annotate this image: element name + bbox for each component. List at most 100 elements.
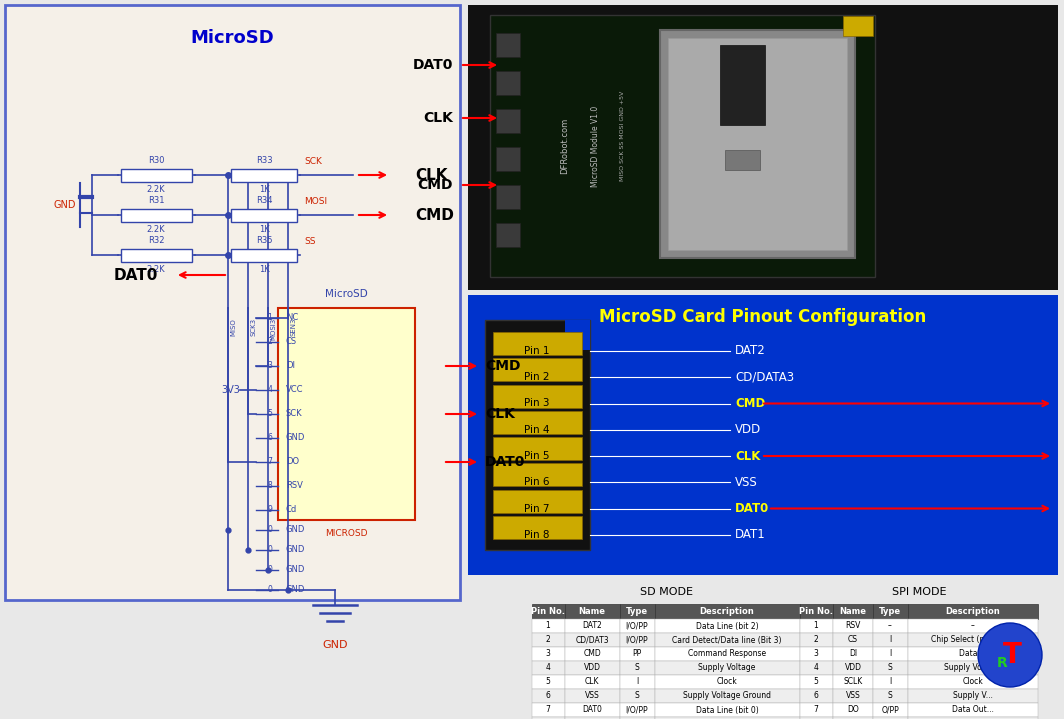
Bar xyxy=(655,647,800,661)
Bar xyxy=(843,16,872,36)
Bar xyxy=(620,689,655,703)
Bar xyxy=(565,633,620,647)
Bar xyxy=(496,185,520,209)
Bar xyxy=(278,308,415,520)
Bar xyxy=(908,633,1038,647)
Bar xyxy=(496,147,520,171)
Bar xyxy=(800,675,833,689)
Text: 3V3: 3V3 xyxy=(221,385,240,395)
Bar xyxy=(491,15,875,277)
Bar xyxy=(655,604,800,619)
Text: SCK3: SCK3 xyxy=(250,318,256,336)
Text: 6: 6 xyxy=(814,692,818,700)
Text: 7: 7 xyxy=(267,457,272,467)
Text: VSS: VSS xyxy=(584,692,599,700)
Text: Supply Voltage: Supply Voltage xyxy=(945,664,1001,672)
Text: MISO: MISO xyxy=(230,318,236,336)
Text: –: – xyxy=(888,621,892,631)
Text: DAT1: DAT1 xyxy=(735,528,766,541)
Text: CLK: CLK xyxy=(415,168,448,183)
Text: MicroSD Card Pinout Configuration: MicroSD Card Pinout Configuration xyxy=(599,308,927,326)
Bar xyxy=(833,703,872,717)
Bar xyxy=(800,633,833,647)
Text: Type: Type xyxy=(626,607,648,615)
Bar xyxy=(532,604,565,619)
Text: 5: 5 xyxy=(814,677,818,687)
Text: CMD: CMD xyxy=(735,397,765,410)
Text: Description: Description xyxy=(946,607,1000,615)
Text: 5: 5 xyxy=(267,410,272,418)
Text: Pin 5: Pin 5 xyxy=(525,451,550,461)
Text: 3: 3 xyxy=(814,649,818,659)
Bar xyxy=(833,661,872,675)
Bar xyxy=(565,703,620,717)
Bar xyxy=(620,661,655,675)
Text: DAT2: DAT2 xyxy=(735,344,766,357)
Text: Cd: Cd xyxy=(286,505,297,515)
Text: Pin 7: Pin 7 xyxy=(525,503,550,513)
Bar xyxy=(496,33,520,57)
Bar xyxy=(493,463,582,486)
Bar xyxy=(532,703,565,717)
Bar xyxy=(655,689,800,703)
Bar xyxy=(493,490,582,513)
Text: 0: 0 xyxy=(267,585,272,595)
Text: DAT0: DAT0 xyxy=(114,267,157,283)
Bar xyxy=(493,411,582,434)
Text: PP: PP xyxy=(632,649,642,659)
Text: MicroSD Module V1.0: MicroSD Module V1.0 xyxy=(591,106,599,187)
Text: –: – xyxy=(971,621,975,631)
Bar xyxy=(496,223,520,247)
Text: Data Line (bit 2): Data Line (bit 2) xyxy=(696,621,759,631)
Text: DFRobot.com: DFRobot.com xyxy=(561,118,569,174)
Text: DI: DI xyxy=(849,649,858,659)
Bar xyxy=(655,717,800,719)
Text: DAT2: DAT2 xyxy=(582,621,602,631)
Text: 2: 2 xyxy=(814,636,818,644)
Text: SCK: SCK xyxy=(304,157,322,166)
Text: VDD: VDD xyxy=(583,664,600,672)
Bar xyxy=(655,661,800,675)
Text: I/O/PP: I/O/PP xyxy=(626,705,648,715)
Bar xyxy=(800,703,833,717)
Bar xyxy=(565,320,591,350)
Bar xyxy=(620,717,655,719)
Text: Data Line (bit 0): Data Line (bit 0) xyxy=(696,705,759,715)
Bar xyxy=(800,647,833,661)
Text: MOSI: MOSI xyxy=(304,197,327,206)
Text: Chip Select (neg true): Chip Select (neg true) xyxy=(931,636,1015,644)
Text: R: R xyxy=(997,656,1008,670)
Bar xyxy=(800,661,833,675)
Text: Clock: Clock xyxy=(717,677,737,687)
Bar xyxy=(908,661,1038,675)
Bar xyxy=(532,675,565,689)
Text: Command Response: Command Response xyxy=(688,649,766,659)
Bar xyxy=(565,717,620,719)
Text: CMD: CMD xyxy=(415,208,454,222)
Text: VDD: VDD xyxy=(845,664,862,672)
Text: Data In: Data In xyxy=(959,649,987,659)
Text: R30: R30 xyxy=(148,156,164,165)
Bar xyxy=(872,675,908,689)
Bar xyxy=(660,30,855,258)
Bar xyxy=(565,675,620,689)
Bar xyxy=(833,717,872,719)
Bar xyxy=(833,689,872,703)
Text: CD/DATA3: CD/DATA3 xyxy=(735,371,794,384)
Bar xyxy=(620,633,655,647)
Text: DAT0: DAT0 xyxy=(485,455,526,469)
Text: 4: 4 xyxy=(546,664,550,672)
Bar xyxy=(468,5,1058,290)
Bar xyxy=(872,661,908,675)
Text: Supply Voltage Ground: Supply Voltage Ground xyxy=(683,692,771,700)
Text: RSV: RSV xyxy=(845,621,861,631)
Text: Name: Name xyxy=(579,607,605,615)
Text: R33: R33 xyxy=(255,156,272,165)
Bar xyxy=(496,71,520,95)
Bar xyxy=(833,633,872,647)
Text: 1: 1 xyxy=(267,313,272,323)
Text: I: I xyxy=(888,677,892,687)
Text: DAT0: DAT0 xyxy=(413,58,453,72)
Text: Pin No.: Pin No. xyxy=(799,607,833,615)
Text: SD MODE: SD MODE xyxy=(639,587,693,597)
